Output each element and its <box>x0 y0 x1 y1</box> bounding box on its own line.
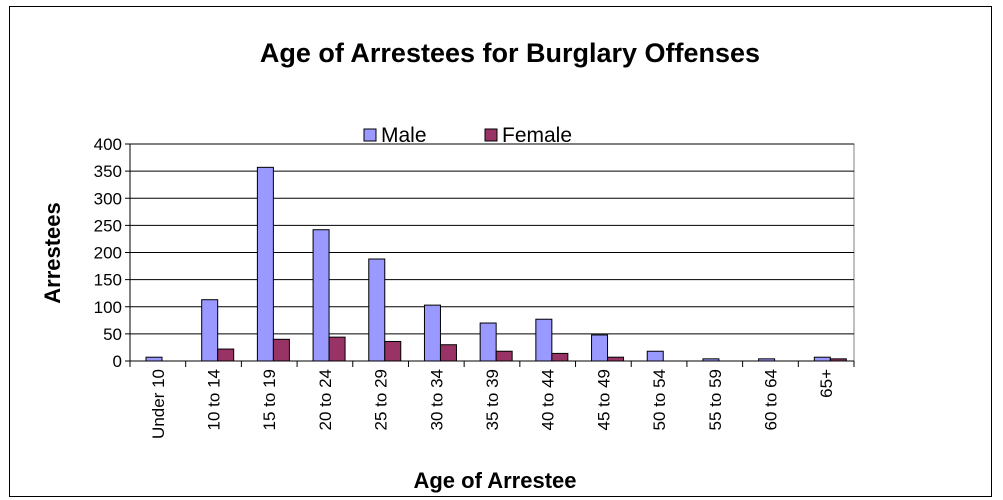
bar-male-0 <box>145 356 163 362</box>
bar-male-6 <box>479 322 497 362</box>
x-tick-label: 40 to 44 <box>539 369 558 430</box>
bar-female-4 <box>384 340 402 362</box>
bar-male-2 <box>256 166 274 362</box>
x-tick-label: 30 to 34 <box>427 369 446 430</box>
y-tick-label: 400 <box>94 135 122 154</box>
x-tick-label: 65+ <box>817 369 836 398</box>
y-tick-label: 200 <box>94 244 122 263</box>
x-tick-label: 60 to 64 <box>761 369 780 430</box>
gridlines <box>130 143 854 335</box>
bar-female-1 <box>217 348 235 362</box>
x-tick-label: 55 to 59 <box>706 369 725 430</box>
legend-label-male: Male <box>381 124 427 147</box>
bar-female-8 <box>607 356 625 362</box>
bar-male-9 <box>646 350 664 362</box>
bars <box>145 166 847 362</box>
x-tick-label: 50 to 54 <box>650 369 669 430</box>
y-tick-label: 0 <box>113 352 122 371</box>
bar-female-3 <box>328 336 346 362</box>
y-tick-label: 150 <box>94 271 122 290</box>
bar-female-5 <box>439 344 457 362</box>
bar-female-2 <box>272 338 290 362</box>
y-tick-label: 50 <box>103 325 122 344</box>
x-tick-labels: Under 10 10 to 14 15 to 19 20 to 24 25 to 29… <box>129 361 855 439</box>
x-tick-label: Under 10 <box>149 369 168 439</box>
legend: Male Female <box>363 124 572 147</box>
legend-swatch-male <box>363 128 377 142</box>
bar-female-6 <box>495 350 513 362</box>
bar-male-1 <box>201 299 219 362</box>
x-tick-label: 20 to 24 <box>316 369 335 430</box>
bar-male-5 <box>423 304 441 362</box>
y-axis-title: Arrestees <box>40 202 65 304</box>
x-axis-title: Age of Arrestee <box>413 468 576 493</box>
bar-female-7 <box>551 352 569 362</box>
y-tick-label: 250 <box>94 216 122 235</box>
x-tick-label: 25 to 29 <box>372 369 391 430</box>
x-tick-label: 15 to 19 <box>260 369 279 430</box>
bar-male-8 <box>591 334 609 362</box>
y-tick-label: 300 <box>94 189 122 208</box>
chart-title: Age of Arrestees for Burglary Offenses <box>260 38 760 68</box>
y-tick-label: 100 <box>94 298 122 317</box>
legend-label-female: Female <box>502 124 572 147</box>
x-tick-label: 10 to 14 <box>205 369 224 430</box>
x-tick-label: 45 to 49 <box>594 369 613 430</box>
bar-male-3 <box>312 229 330 362</box>
y-tick-labels: 0 50 100 150 200 250 300 350 400 <box>94 135 130 371</box>
y-tick-label: 350 <box>94 162 122 181</box>
x-tick-label: 35 to 39 <box>483 369 502 430</box>
bar-male-4 <box>368 258 386 362</box>
bar-male-12 <box>813 356 831 362</box>
legend-swatch-female <box>484 128 498 142</box>
bar-male-7 <box>535 318 553 362</box>
